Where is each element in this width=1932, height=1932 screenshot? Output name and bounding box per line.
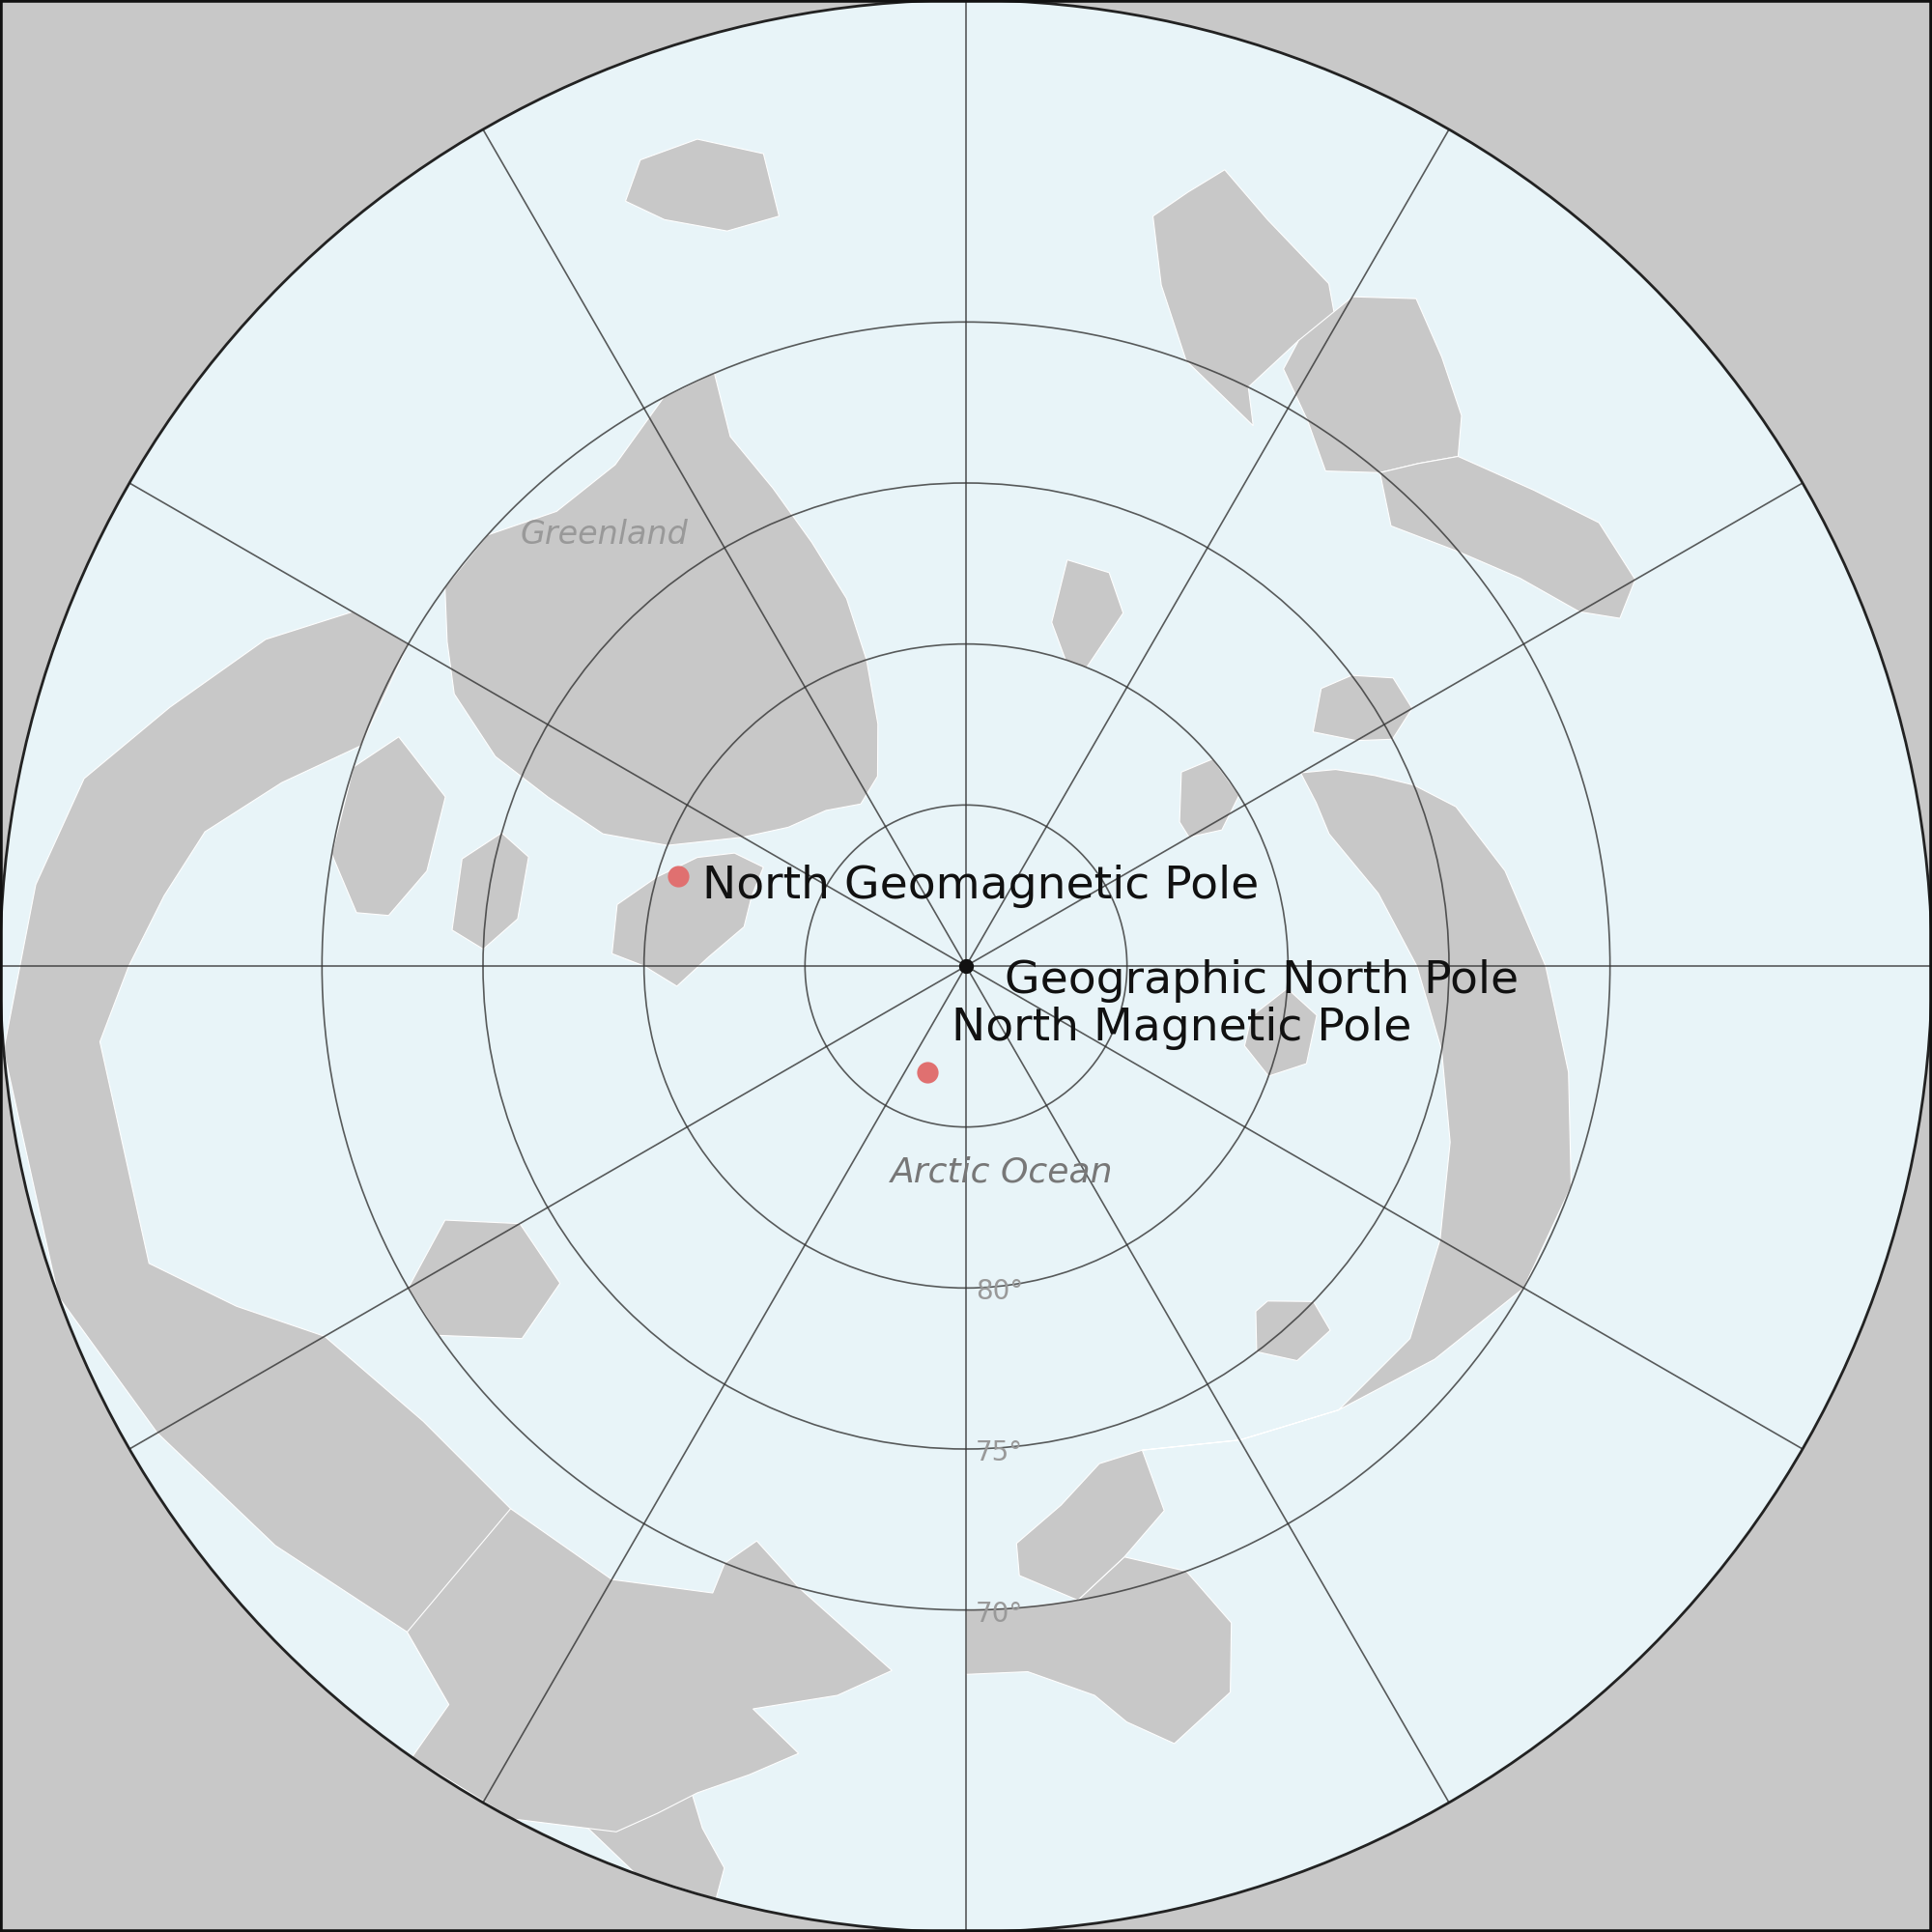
Polygon shape — [626, 139, 779, 232]
Polygon shape — [4, 612, 724, 1899]
Polygon shape — [332, 736, 446, 916]
Text: Geographic North Pole: Geographic North Pole — [1005, 958, 1519, 1003]
Text: North Geomagnetic Pole: North Geomagnetic Pole — [703, 864, 1260, 908]
Text: 80°: 80° — [976, 1279, 1024, 1306]
Polygon shape — [612, 854, 763, 985]
Text: North Magnetic Pole: North Magnetic Pole — [952, 1007, 1412, 1051]
Polygon shape — [408, 1221, 560, 1339]
Polygon shape — [1153, 170, 1337, 425]
Polygon shape — [408, 1509, 893, 1832]
Text: 70°: 70° — [976, 1600, 1024, 1627]
Text: Greenland: Greenland — [520, 518, 688, 551]
Polygon shape — [444, 373, 877, 846]
Polygon shape — [1244, 989, 1318, 1076]
Text: 75°: 75° — [976, 1439, 1024, 1466]
Polygon shape — [1283, 298, 1463, 473]
Polygon shape — [1016, 769, 1571, 1600]
Polygon shape — [1379, 456, 1634, 618]
Polygon shape — [1051, 560, 1122, 667]
Text: Arctic Ocean: Arctic Ocean — [891, 1155, 1113, 1188]
Polygon shape — [966, 1557, 1231, 1743]
Polygon shape — [1180, 759, 1238, 837]
Polygon shape — [1314, 676, 1412, 740]
Polygon shape — [1256, 1300, 1331, 1360]
Polygon shape — [452, 833, 529, 949]
